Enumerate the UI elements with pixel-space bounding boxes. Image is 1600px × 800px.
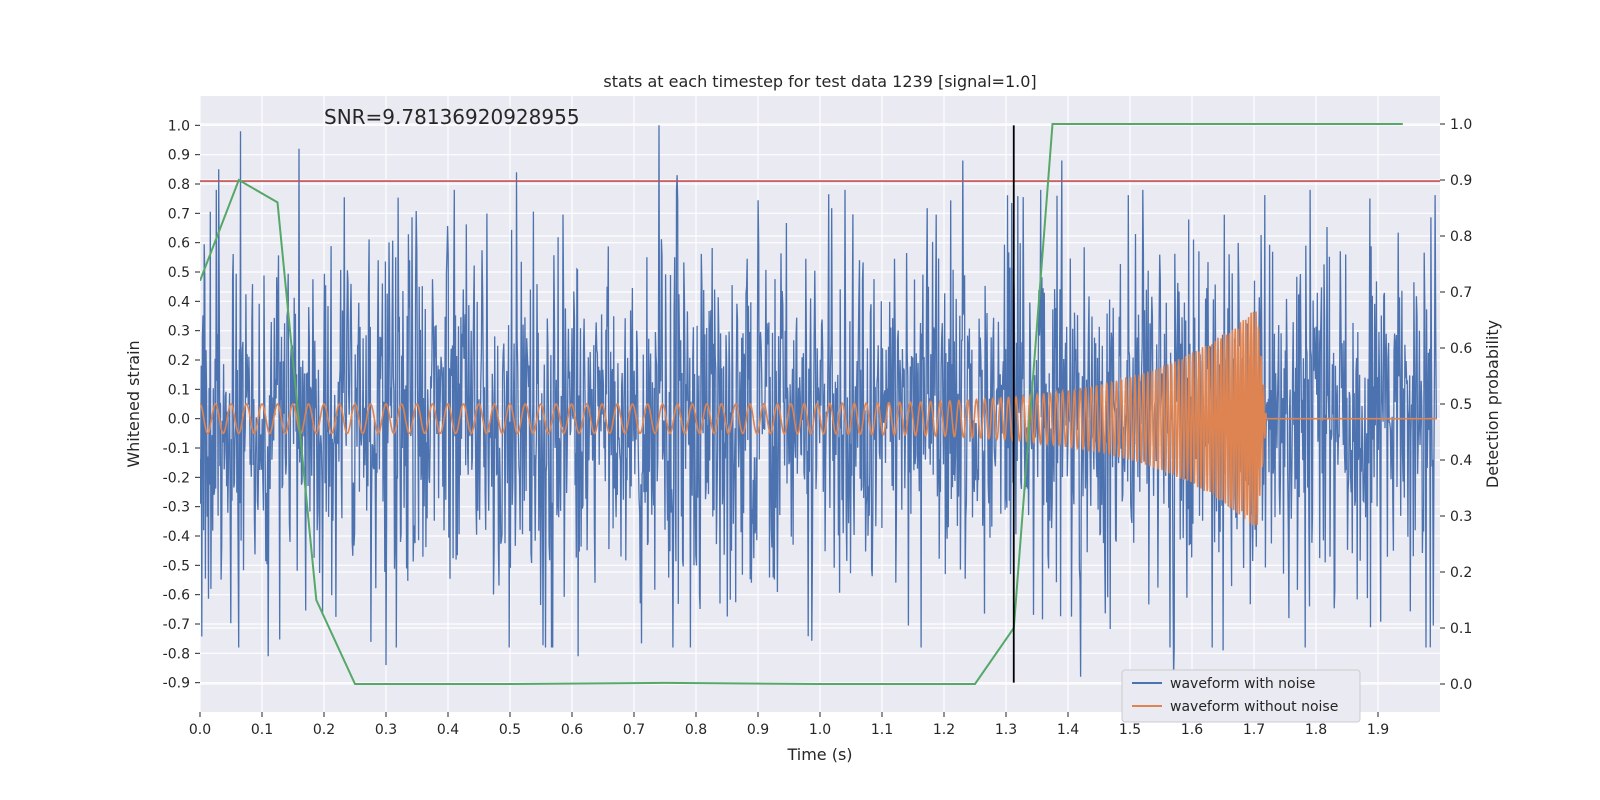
x-axis-ticks: 0.0 0.1 0.2 0.3 0.4 0.5 0.6 0.7 0.8 0.9 1.0 1.1 1.2 1… [189, 712, 1389, 738]
y2-tick-label: 0.3 [1450, 509, 1472, 525]
y-tick-label: -0.6 [163, 588, 190, 604]
x-tick-label: 0.3 [375, 722, 397, 738]
grid [199, 96, 1440, 712]
y-tick-label: -0.7 [163, 617, 190, 633]
y-tick-label: 0.1 [168, 382, 190, 398]
y-tick-label: -0.1 [163, 441, 190, 457]
x-tick-label: 1.2 [933, 722, 955, 738]
snr-annotation: SNR=9.78136920928955 [324, 105, 580, 129]
y-tick-label: -0.4 [163, 529, 190, 545]
chart-title: stats at each timestep for test data 123… [603, 72, 1036, 91]
y2-tick-label: 0.6 [1450, 341, 1472, 357]
y2-tick-label: 0.0 [1450, 677, 1472, 693]
y2-axis-ticks: 0.0 0.1 0.2 0.3 0.4 0.5 0.6 0.7 0.8 0.9 1.0 [1440, 117, 1472, 693]
y-tick-label: 0.0 [168, 412, 190, 428]
y-axis-ticks: -0.9 -0.8 -0.7 -0.6 -0.5 -0.4 -0.3 -0.2 -0.1 0.0 0… [163, 118, 200, 692]
x-tick-label: 0.7 [623, 722, 645, 738]
x-tick-label: 0.9 [747, 722, 769, 738]
legend-box [1121, 669, 1361, 723]
y2-tick-label: 1.0 [1450, 117, 1472, 133]
y-tick-label: 0.7 [168, 206, 190, 222]
x-tick-label: 0.1 [251, 722, 273, 738]
x-tick-label: 1.1 [871, 722, 893, 738]
x-tick-label: 0.5 [499, 722, 521, 738]
y-tick-label: -0.5 [163, 558, 190, 574]
y-tick-label: -0.9 [163, 676, 190, 692]
y2-tick-label: 0.2 [1450, 565, 1472, 581]
y-tick-label: 0.6 [168, 236, 190, 252]
y-tick-label: 0.9 [168, 148, 190, 164]
x-tick-label: 1.0 [809, 722, 831, 738]
y-tick-label: 0.4 [168, 294, 190, 310]
y-axis-label: Whitened strain [124, 340, 143, 467]
y-tick-label: -0.8 [163, 646, 190, 662]
x-tick-label: 1.3 [995, 722, 1017, 738]
y2-tick-label: 0.7 [1450, 285, 1472, 301]
y-tick-label: -0.2 [163, 470, 190, 486]
y2-tick-label: 0.4 [1450, 453, 1472, 469]
y-tick-label: 0.3 [168, 324, 190, 340]
y-tick-label: 0.8 [168, 177, 190, 193]
series-waveform-without-noise [200, 311, 1437, 526]
y-tick-label: 0.2 [168, 353, 190, 369]
series-detection-probability [200, 123, 1403, 685]
legend-label-clean: waveform without noise [1170, 699, 1338, 715]
y2-axis-label: Detection probability [1483, 320, 1502, 488]
x-tick-label: 0.0 [189, 722, 211, 738]
x-axis-label: Time (s) [786, 745, 852, 764]
x-tick-label: 1.7 [1243, 722, 1265, 738]
series-layer [200, 123, 1440, 685]
y2-tick-label: 0.9 [1450, 173, 1472, 189]
x-tick-label: 1.9 [1367, 722, 1389, 738]
y2-tick-label: 0.5 [1450, 397, 1472, 413]
legend-label-noisy: waveform with noise [1170, 676, 1315, 692]
x-tick-label: 0.4 [437, 722, 459, 738]
y2-tick-label: 0.1 [1450, 621, 1472, 637]
x-tick-label: 1.4 [1057, 722, 1079, 738]
y-tick-label: -0.3 [163, 500, 190, 516]
y2-tick-label: 0.8 [1450, 229, 1472, 245]
x-tick-label: 1.5 [1119, 722, 1141, 738]
x-tick-label: 1.6 [1181, 722, 1203, 738]
x-tick-label: 0.8 [685, 722, 707, 738]
y-tick-label: 0.5 [168, 265, 190, 281]
x-tick-label: 0.2 [313, 722, 335, 738]
x-tick-label: 0.6 [561, 722, 583, 738]
y-tick-label: 1.0 [168, 118, 190, 134]
legend: waveform with noise waveform without noi… [1121, 669, 1361, 723]
x-tick-label: 1.8 [1305, 722, 1327, 738]
